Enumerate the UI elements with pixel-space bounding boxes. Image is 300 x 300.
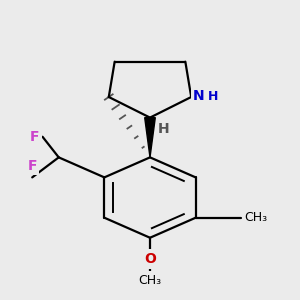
Text: O: O bbox=[144, 252, 156, 266]
Text: CH₃: CH₃ bbox=[244, 211, 267, 224]
Text: F: F bbox=[28, 159, 37, 173]
Text: H: H bbox=[207, 90, 218, 103]
Text: CH₃: CH₃ bbox=[138, 274, 162, 286]
Text: H: H bbox=[158, 122, 169, 136]
Text: N: N bbox=[193, 88, 204, 103]
Polygon shape bbox=[145, 118, 155, 158]
Text: F: F bbox=[30, 130, 40, 144]
